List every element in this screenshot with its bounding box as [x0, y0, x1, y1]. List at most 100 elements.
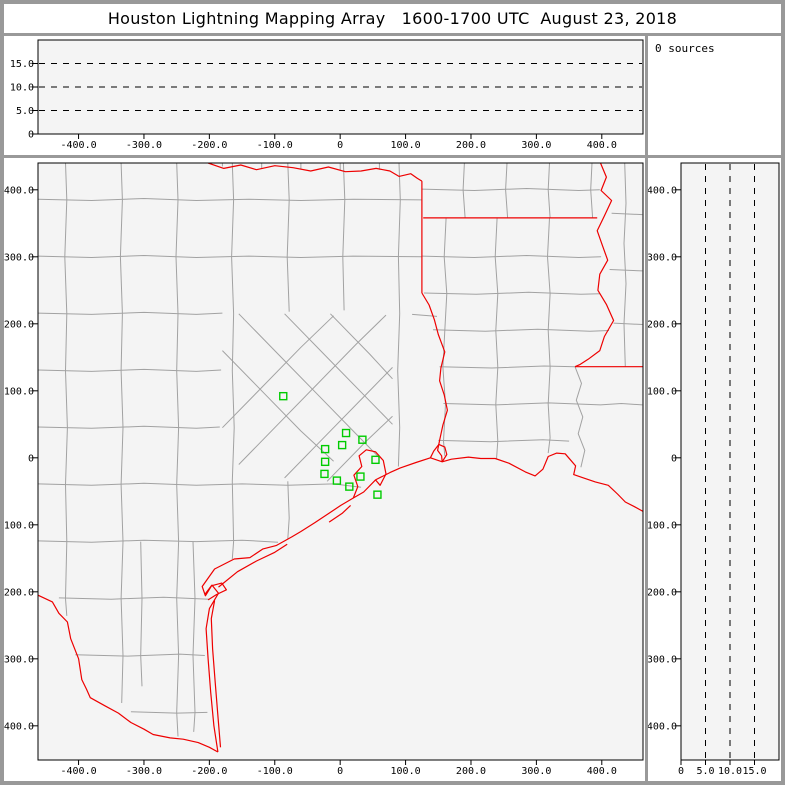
- y-tick-label: 100.0: [4, 386, 34, 397]
- station-marker: [320, 444, 330, 454]
- y-axis: 15.0 10.0 5.0 0: [10, 59, 38, 141]
- x-tick-label: -400.0: [60, 766, 96, 777]
- station-marker: [279, 391, 288, 401]
- x-tick-label: 300.0: [521, 766, 551, 777]
- panel-map: -400.0 -300.0 -200.0 -100.0 0 100.0 200.0 300.0…: [4, 158, 645, 781]
- x-tick-label: 5.0: [696, 766, 714, 777]
- y-tick-label: -400.0: [4, 721, 34, 732]
- county-line: [222, 315, 334, 429]
- county-line: [613, 322, 643, 325]
- y-axis: 400.0 300.0 200.0 100.0 0 -100.0 -200.0 -300.0 -…: [4, 185, 38, 732]
- county-line: [611, 212, 643, 216]
- x-tick-label: -100.0: [257, 766, 293, 777]
- state-border-line: [574, 163, 615, 368]
- station-marker: [345, 482, 354, 491]
- county-line: [423, 291, 600, 295]
- y-tick-label: 400.0: [648, 185, 677, 196]
- panel-altitude-northsouth: 0 5.0 10.015.0 400.0 300.0 200.0 100.0 0 -100.0 -…: [648, 158, 781, 781]
- county-line: [38, 482, 362, 488]
- y-tick-label: 10.0: [10, 83, 34, 94]
- x-tick-label: 100.0: [391, 766, 421, 777]
- x-tick-label: 100.0: [391, 140, 421, 151]
- coast-line: [204, 582, 227, 601]
- y-tick-label: -300.0: [4, 654, 34, 665]
- county-line: [432, 328, 610, 332]
- county-line: [38, 311, 223, 315]
- county-line: [438, 439, 570, 443]
- county-line: [421, 255, 602, 258]
- x-tick-label: -200.0: [191, 766, 227, 777]
- y-tick-label: -400.0: [648, 721, 677, 732]
- y-tick-label: 0: [28, 130, 34, 141]
- county-line: [287, 481, 290, 539]
- county-line: [140, 541, 143, 687]
- county-line: [38, 539, 279, 543]
- panel-source-count: 0 sources: [648, 36, 781, 155]
- y-tick-label: -100.0: [4, 520, 34, 531]
- county-line: [192, 541, 196, 732]
- x-axis: -400.0 -300.0 -200.0 -100.0 0 100.0 200.0 300.0…: [60, 760, 617, 777]
- station-marker: [356, 472, 365, 481]
- x-tick-label: 400.0: [587, 140, 617, 151]
- state-border-line: [207, 163, 423, 182]
- x-tick-label: 0: [337, 140, 343, 151]
- x-tick-label: 200.0: [456, 140, 486, 151]
- county-line: [462, 163, 466, 218]
- state-border-line: [421, 292, 448, 462]
- panel-altitude-eastwest: -400.0 -300.0 -200.0 -100.0 0 100.0 200.0 300.0…: [4, 36, 645, 155]
- window-title: Houston Lightning Mapping Array 1600-170…: [107, 9, 678, 28]
- county-line: [574, 366, 586, 468]
- y-tick-label: 300.0: [648, 252, 677, 263]
- county-line: [439, 365, 576, 369]
- map-layers: [38, 163, 643, 753]
- lma-stations: [279, 391, 382, 499]
- source-count-label: 0 sources: [655, 42, 715, 55]
- y-tick-label: 100.0: [648, 386, 677, 397]
- county-line: [547, 217, 551, 454]
- coast-line: [201, 452, 643, 753]
- x-tick-label: 0: [678, 766, 684, 777]
- county-line: [231, 163, 235, 560]
- x-axis: 0 5.0 10.0 15.0: [678, 760, 767, 777]
- y-tick-label: 15.0: [10, 59, 34, 70]
- station-marker: [320, 469, 329, 479]
- y-tick-label: 0: [671, 453, 677, 464]
- county-line: [342, 163, 346, 311]
- county-line: [119, 163, 124, 704]
- map-plot: -400.0 -300.0 -200.0 -100.0 0 100.0 200.0 300.0…: [4, 162, 644, 777]
- county-line: [238, 313, 380, 459]
- y-tick-label: 300.0: [4, 252, 34, 263]
- y-tick-label: -200.0: [648, 587, 677, 598]
- x-tick-label: -100.0: [257, 140, 293, 151]
- x-tick-label: 15.0: [742, 766, 766, 777]
- station-marker: [358, 435, 367, 444]
- coast-line: [38, 594, 219, 753]
- dashed-gridlines: [705, 164, 755, 759]
- dashed-gridlines: [39, 63, 642, 111]
- county-line: [443, 402, 643, 406]
- county-line: [222, 350, 334, 462]
- county-line: [330, 313, 393, 380]
- y-tick-label: 5.0: [16, 106, 34, 117]
- county-line: [505, 163, 509, 218]
- county-line: [421, 188, 600, 191]
- county-boundaries: [38, 163, 643, 737]
- county-line: [286, 163, 290, 312]
- x-tick-label: -300.0: [126, 140, 162, 151]
- y-tick-label: -200.0: [4, 587, 34, 598]
- county-line: [623, 163, 627, 367]
- county-line: [590, 163, 594, 218]
- county-line: [64, 163, 68, 616]
- x-tick-label: 10.0: [718, 766, 742, 777]
- county-line: [397, 163, 401, 467]
- county-line: [38, 255, 422, 258]
- coast-line: [210, 600, 222, 748]
- coast-line: [218, 543, 288, 588]
- coast-line: [429, 443, 448, 463]
- county-line: [494, 217, 499, 460]
- altitude-eastwest-plot: -400.0 -300.0 -200.0 -100.0 0 100.0 200.0 300.0…: [10, 39, 644, 151]
- y-tick-label: 200.0: [648, 319, 677, 330]
- x-tick-label: 400.0: [587, 766, 617, 777]
- coast-line: [328, 504, 352, 523]
